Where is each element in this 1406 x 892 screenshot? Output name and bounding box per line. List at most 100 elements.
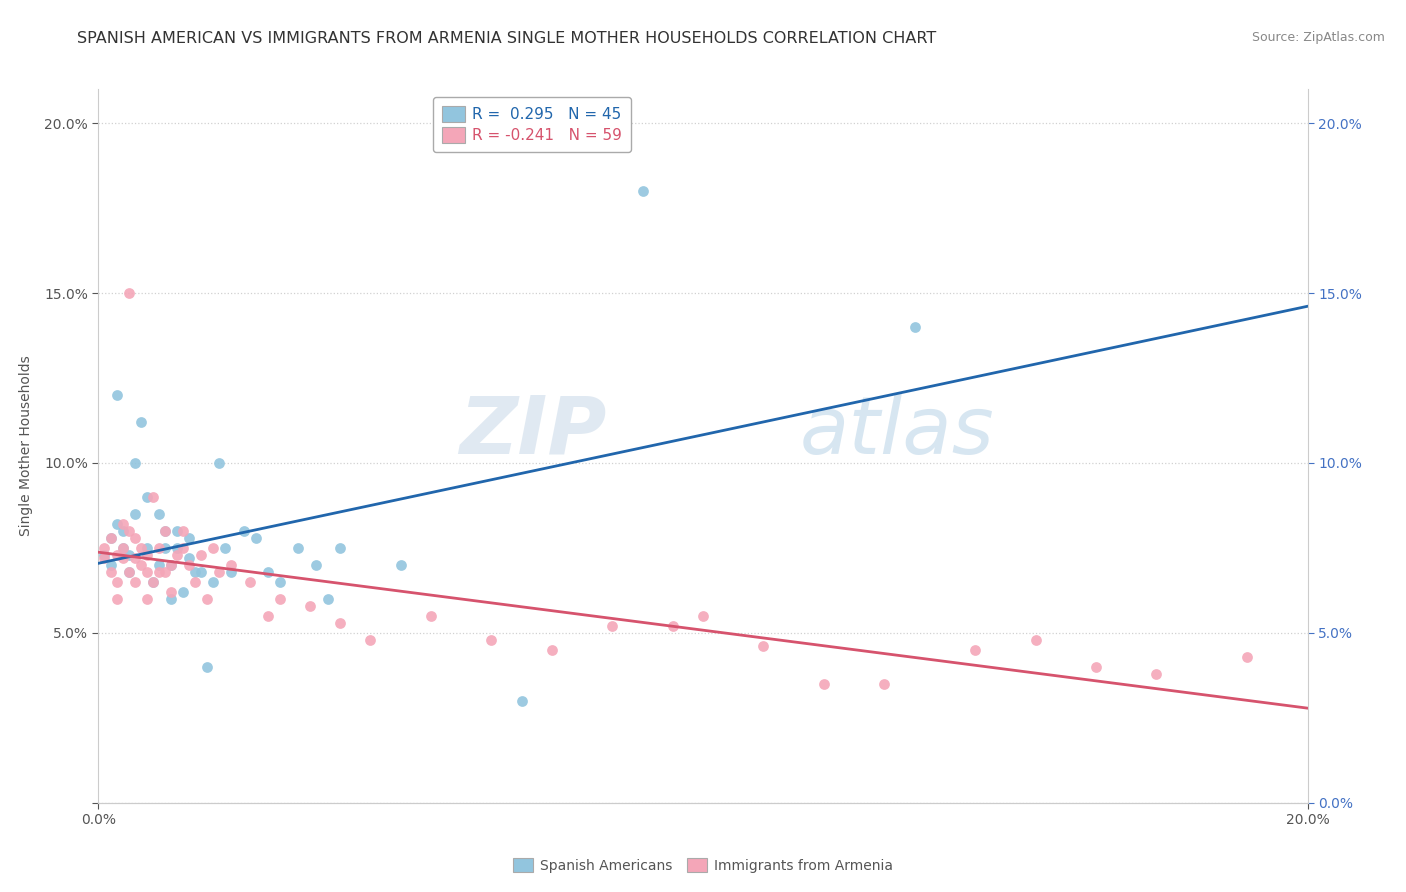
Point bbox=[100, 531, 122, 545]
Point bbox=[813, 677, 835, 691]
Point bbox=[208, 565, 231, 579]
Point bbox=[195, 591, 218, 606]
Point bbox=[135, 591, 157, 606]
Point bbox=[142, 490, 165, 504]
Point bbox=[540, 643, 562, 657]
Point bbox=[111, 524, 134, 538]
Point bbox=[111, 551, 134, 566]
Point bbox=[160, 558, 183, 572]
Point bbox=[135, 565, 157, 579]
Point bbox=[329, 615, 352, 630]
Point bbox=[661, 619, 683, 633]
Point bbox=[166, 541, 188, 555]
Text: ZIP: ZIP bbox=[458, 392, 606, 471]
Point bbox=[124, 551, 146, 566]
Point bbox=[184, 574, 207, 589]
Point bbox=[118, 548, 141, 562]
Point bbox=[179, 558, 201, 572]
Text: SPANISH AMERICAN VS IMMIGRANTS FROM ARMENIA SINGLE MOTHER HOUSEHOLDS CORRELATION: SPANISH AMERICAN VS IMMIGRANTS FROM ARME… bbox=[77, 31, 936, 46]
Point bbox=[129, 558, 152, 572]
Point bbox=[124, 507, 146, 521]
Point bbox=[256, 608, 278, 623]
Point bbox=[153, 541, 176, 555]
Point bbox=[105, 388, 128, 402]
Text: Source: ZipAtlas.com: Source: ZipAtlas.com bbox=[1251, 31, 1385, 45]
Point bbox=[129, 415, 152, 429]
Point bbox=[299, 599, 322, 613]
Point bbox=[148, 507, 170, 521]
Point bbox=[202, 541, 225, 555]
Point bbox=[124, 531, 146, 545]
Point bbox=[148, 541, 170, 555]
Point bbox=[100, 565, 122, 579]
Point bbox=[118, 286, 141, 301]
Point bbox=[142, 574, 165, 589]
Point bbox=[287, 541, 309, 555]
Point bbox=[118, 565, 141, 579]
Point bbox=[190, 565, 212, 579]
Point bbox=[111, 541, 134, 555]
Point bbox=[904, 320, 927, 334]
Point bbox=[360, 632, 382, 647]
Point bbox=[166, 548, 188, 562]
Point bbox=[1236, 649, 1258, 664]
Point bbox=[118, 565, 141, 579]
Point bbox=[172, 524, 194, 538]
Text: atlas: atlas bbox=[800, 392, 994, 471]
Point bbox=[160, 585, 183, 599]
Point bbox=[1144, 666, 1167, 681]
Point bbox=[1024, 632, 1046, 647]
Point bbox=[269, 574, 291, 589]
Point bbox=[510, 694, 533, 708]
Point bbox=[100, 558, 122, 572]
Point bbox=[153, 524, 176, 538]
Point bbox=[221, 558, 243, 572]
Point bbox=[172, 585, 194, 599]
Point bbox=[195, 660, 218, 674]
Point bbox=[105, 574, 128, 589]
Point bbox=[329, 541, 352, 555]
Point bbox=[111, 541, 134, 555]
Y-axis label: Single Mother Households: Single Mother Households bbox=[20, 356, 32, 536]
Point bbox=[305, 558, 328, 572]
Point bbox=[105, 517, 128, 532]
Point bbox=[256, 565, 278, 579]
Point bbox=[93, 548, 115, 562]
Point bbox=[214, 541, 236, 555]
Point bbox=[389, 558, 412, 572]
Point bbox=[153, 565, 176, 579]
Point bbox=[100, 531, 122, 545]
Point bbox=[153, 524, 176, 538]
Point bbox=[135, 548, 157, 562]
Point bbox=[420, 608, 443, 623]
Point bbox=[166, 524, 188, 538]
Point bbox=[873, 677, 896, 691]
Point bbox=[118, 524, 141, 538]
Point bbox=[179, 531, 201, 545]
Point bbox=[481, 632, 503, 647]
Point bbox=[135, 490, 157, 504]
Point bbox=[105, 591, 128, 606]
Point bbox=[124, 574, 146, 589]
Point bbox=[179, 551, 201, 566]
Point bbox=[135, 541, 157, 555]
Point bbox=[93, 551, 115, 566]
Point bbox=[129, 541, 152, 555]
Point bbox=[172, 541, 194, 555]
Point bbox=[184, 565, 207, 579]
Point bbox=[111, 517, 134, 532]
Point bbox=[208, 456, 231, 470]
Point bbox=[148, 565, 170, 579]
Point bbox=[142, 574, 165, 589]
Point bbox=[316, 591, 339, 606]
Point bbox=[239, 574, 262, 589]
Point bbox=[1085, 660, 1108, 674]
Point bbox=[160, 558, 183, 572]
Point bbox=[965, 643, 987, 657]
Legend: Spanish Americans, Immigrants from Armenia: Spanish Americans, Immigrants from Armen… bbox=[508, 853, 898, 879]
Point bbox=[105, 548, 128, 562]
Point bbox=[752, 640, 775, 654]
Point bbox=[631, 184, 654, 198]
Point bbox=[148, 558, 170, 572]
Point bbox=[190, 548, 212, 562]
